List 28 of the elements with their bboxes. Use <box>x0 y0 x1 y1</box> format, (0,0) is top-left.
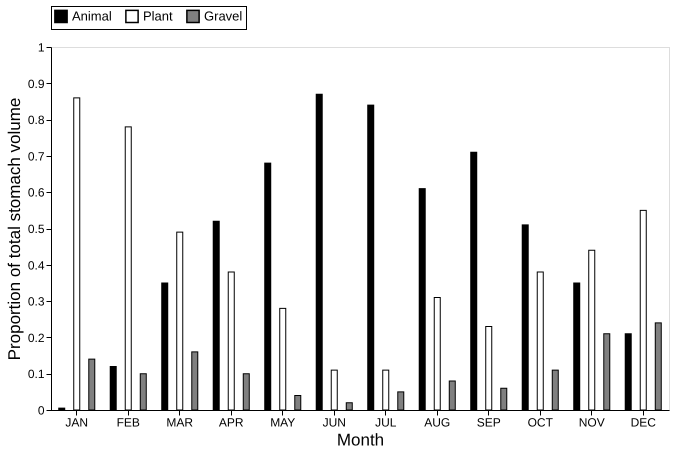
x-tick-label: JUN <box>322 416 346 430</box>
y-tick-label: 0.9 <box>28 76 45 91</box>
y-tick-label: 0 <box>38 404 45 418</box>
y-tick-label: 0.5 <box>28 222 45 236</box>
x-axis-title: Month <box>336 430 384 450</box>
y-tick-label: 0.1 <box>28 367 45 382</box>
x-tick-label: NOV <box>578 416 605 430</box>
x-tick-label: JUL <box>375 416 397 430</box>
x-tick-label: AUG <box>424 416 450 430</box>
y-axis-title: Proportion of total stomach volume <box>4 98 24 360</box>
legend-label: Gravel <box>204 8 242 24</box>
x-tick-label: FEB <box>116 416 140 430</box>
x-tick-label: MAR <box>166 416 194 430</box>
y-tick-label: 0.8 <box>28 113 45 128</box>
y-tick-label: 0.3 <box>28 294 45 309</box>
x-tick-label: MAY <box>270 416 296 430</box>
legend-label: Animal <box>72 8 112 24</box>
y-tick-label: 0.6 <box>28 186 45 200</box>
y-tick-label: 0.4 <box>28 258 45 272</box>
x-tick-label: OCT <box>528 416 554 430</box>
y-tick-label: 1 <box>38 40 45 54</box>
x-tick-label: DEC <box>630 416 656 430</box>
x-tick-label: JAN <box>65 416 88 430</box>
x-tick-label: SEP <box>476 416 501 430</box>
y-tick-label: 0.7 <box>28 149 45 164</box>
legend-label: Plant <box>143 8 174 24</box>
x-tick-label: APR <box>218 416 244 430</box>
y-tick-label: 0.2 <box>28 330 45 345</box>
